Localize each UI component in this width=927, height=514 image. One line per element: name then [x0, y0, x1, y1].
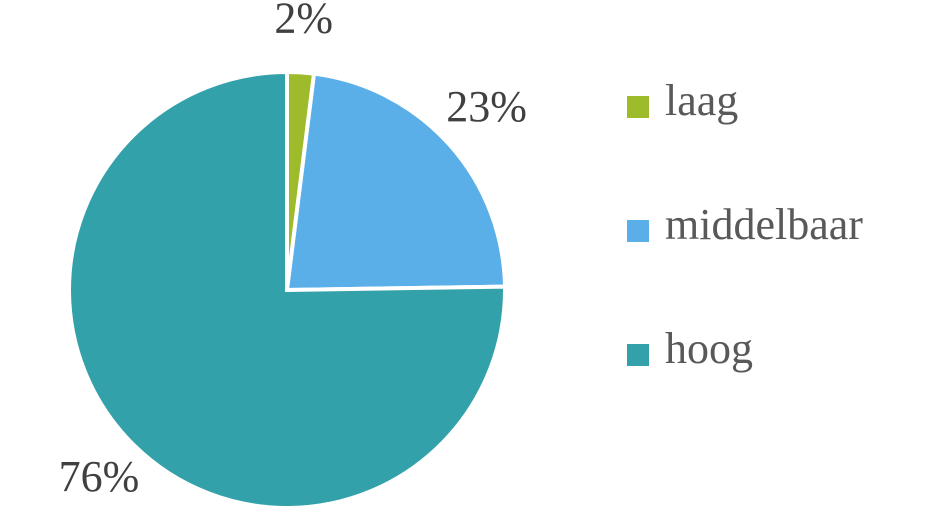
data-label: 2% [274, 0, 333, 43]
pie-slice [284, 71, 508, 293]
legend-label: laag [665, 76, 738, 125]
legend-label: hoog [665, 324, 753, 373]
pie-slice [67, 69, 507, 510]
legend-swatch [625, 218, 651, 244]
data-label: 76% [59, 452, 140, 501]
data-label: 23% [446, 82, 527, 131]
legend-swatch [625, 94, 651, 120]
legend-label: middelbaar [665, 200, 863, 249]
legend-swatch [625, 342, 651, 368]
